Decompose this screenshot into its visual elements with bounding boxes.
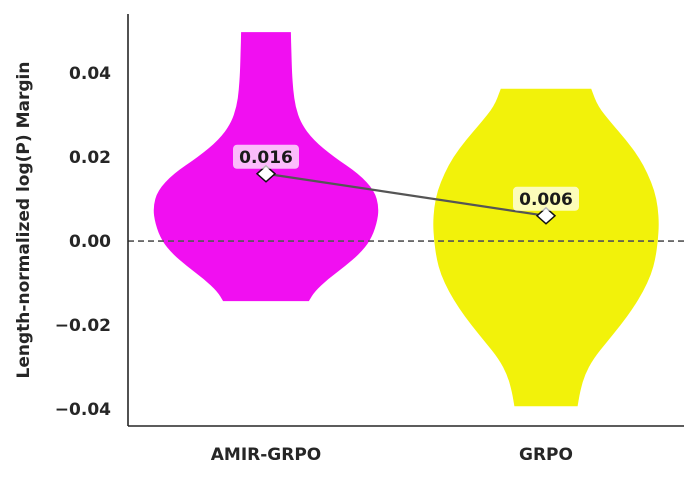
median-label-box <box>233 144 299 169</box>
median-connector-line <box>265 172 547 217</box>
violins-layer <box>153 32 659 407</box>
x-tick-label: AMIR-GRPO <box>211 445 322 465</box>
axes-layer: −0.04 −0.02 0.00 0.02 0.04 AMIR-GRPO GRPO <box>55 14 684 465</box>
median-markers-layer: 0.016 0.006 <box>233 144 579 225</box>
median-marker-amir-grpo <box>255 164 277 183</box>
y-tick-label: −0.04 <box>55 400 111 420</box>
y-tick-label: 0.04 <box>69 64 111 84</box>
y-axis-title: Length-normalized log(P) Margin <box>14 62 34 379</box>
median-connector-layer <box>265 172 547 217</box>
y-tick-label: 0.00 <box>69 232 111 252</box>
violin-grpo <box>433 88 659 407</box>
median-label-box <box>513 186 579 211</box>
y-tick-label: 0.02 <box>69 148 111 168</box>
x-tick-label: GRPO <box>519 445 573 465</box>
median-value-label: 0.016 <box>239 148 293 168</box>
median-marker-grpo <box>535 206 557 225</box>
median-value-label: 0.006 <box>519 190 573 210</box>
y-tick-label: −0.02 <box>55 316 111 336</box>
